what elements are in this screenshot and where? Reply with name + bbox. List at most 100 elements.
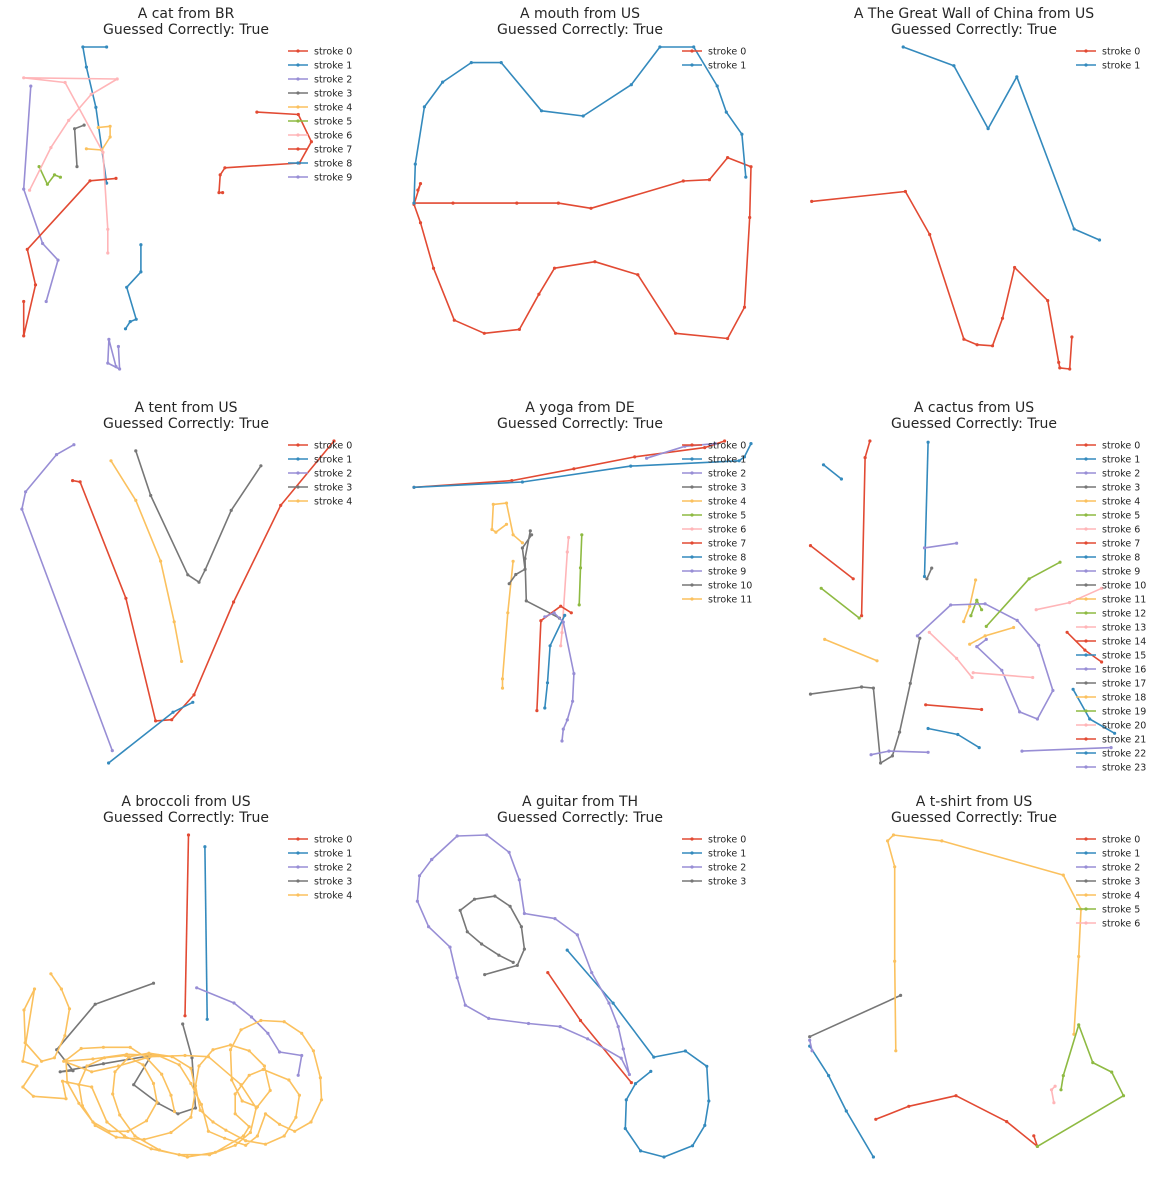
- stroke-point: [159, 560, 162, 563]
- legend-marker: [690, 837, 693, 840]
- subplot-subtitle: Guessed Correctly: True: [891, 810, 1057, 826]
- stroke-point: [106, 251, 109, 254]
- stroke-point: [566, 718, 569, 721]
- stroke-point: [418, 874, 421, 877]
- legend-label: stroke 0: [314, 47, 352, 58]
- legend-marker: [296, 133, 299, 136]
- stroke-point: [1068, 367, 1071, 370]
- stroke-point: [822, 463, 825, 466]
- legend-label: stroke 0: [1102, 835, 1140, 846]
- stroke-point: [1110, 1071, 1113, 1074]
- stroke-point: [264, 1143, 267, 1146]
- stroke-point: [892, 833, 895, 836]
- stroke-point: [1083, 649, 1086, 652]
- stroke-point: [1036, 717, 1039, 720]
- stroke-point: [109, 459, 112, 462]
- stroke-point: [118, 367, 121, 370]
- legend-label: stroke 1: [314, 849, 352, 860]
- stroke-point: [72, 443, 75, 446]
- legend-marker: [1084, 709, 1087, 712]
- stroke-point: [94, 106, 97, 109]
- legend-label: stroke 23: [1102, 763, 1146, 774]
- stroke-point: [223, 166, 226, 169]
- stroke-point: [645, 457, 648, 460]
- stroke-point: [811, 1049, 814, 1052]
- stroke-point: [894, 1049, 897, 1052]
- stroke-point: [930, 567, 933, 570]
- stroke-point: [53, 173, 56, 176]
- stroke-point: [194, 1089, 197, 1092]
- stroke-point: [1068, 601, 1071, 604]
- stroke-point: [886, 839, 889, 842]
- legend-marker: [1084, 681, 1087, 684]
- stroke-point: [940, 839, 943, 842]
- stroke-point: [473, 898, 476, 901]
- stroke-point: [902, 45, 905, 48]
- legend-label: stroke 1: [708, 61, 746, 72]
- legend-marker: [690, 63, 693, 66]
- stroke-point: [90, 1070, 93, 1073]
- stroke-point: [24, 1041, 27, 1044]
- stroke-point: [925, 577, 928, 580]
- stroke-point: [1051, 689, 1054, 692]
- stroke-point: [107, 761, 110, 764]
- legend-label: stroke 3: [314, 89, 352, 100]
- legend-marker: [1084, 513, 1087, 516]
- stroke-point: [160, 1073, 163, 1076]
- stroke-point: [134, 449, 137, 452]
- legend-label: stroke 11: [708, 595, 752, 606]
- stroke-point: [416, 900, 419, 903]
- stroke-point: [692, 45, 695, 48]
- stroke-point: [241, 1099, 244, 1102]
- stroke-point: [21, 1060, 24, 1063]
- stroke-point: [91, 1057, 94, 1060]
- stroke-point: [186, 1155, 189, 1158]
- stroke-point: [80, 1047, 83, 1050]
- stroke-point: [310, 140, 313, 143]
- stroke-point: [139, 243, 142, 246]
- stroke-point: [1077, 955, 1080, 958]
- stroke-point: [171, 1055, 174, 1058]
- stroke-point: [904, 190, 907, 193]
- legend-marker: [1084, 737, 1087, 740]
- legend-label: stroke 22: [1102, 749, 1146, 760]
- stroke-point: [682, 179, 685, 182]
- stroke-point: [207, 1130, 210, 1133]
- stroke-point: [61, 1080, 64, 1083]
- stroke-point: [956, 733, 959, 736]
- stroke-point: [73, 127, 76, 130]
- legend-label: stroke 1: [1102, 61, 1140, 72]
- stroke-point: [189, 1116, 192, 1119]
- stroke-point: [553, 267, 556, 270]
- legend-marker: [1084, 879, 1087, 882]
- stroke-point: [191, 701, 194, 704]
- legend-marker: [690, 879, 693, 882]
- stroke-point: [530, 533, 533, 536]
- stroke-point: [622, 1047, 625, 1050]
- stroke-point: [562, 728, 565, 731]
- stroke-point: [539, 619, 542, 622]
- legend-label: stroke 2: [314, 75, 352, 86]
- stroke-point: [114, 365, 117, 368]
- legend-marker: [296, 837, 299, 840]
- stroke-point: [152, 982, 155, 985]
- stroke-point: [22, 188, 25, 191]
- legend-label: stroke 2: [1102, 469, 1140, 480]
- stroke-point: [124, 597, 127, 600]
- legend-label: stroke 2: [1102, 863, 1140, 874]
- legend-label: stroke 20: [1102, 721, 1146, 732]
- stroke-point: [41, 242, 44, 245]
- subplot-subtitle: Guessed Correctly: True: [103, 416, 269, 432]
- legend-label: stroke 7: [708, 539, 746, 550]
- legend-label: stroke 3: [1102, 483, 1140, 494]
- stroke-point: [300, 1054, 303, 1057]
- stroke-point: [987, 127, 990, 130]
- stroke-point: [563, 614, 566, 617]
- stroke-point: [899, 994, 902, 997]
- legend-label: stroke 15: [1102, 651, 1146, 662]
- stroke-point: [975, 645, 978, 648]
- stroke-point: [868, 439, 871, 442]
- legend-label: stroke 1: [314, 455, 352, 466]
- stroke-point: [570, 611, 573, 614]
- stroke-point: [624, 1127, 627, 1130]
